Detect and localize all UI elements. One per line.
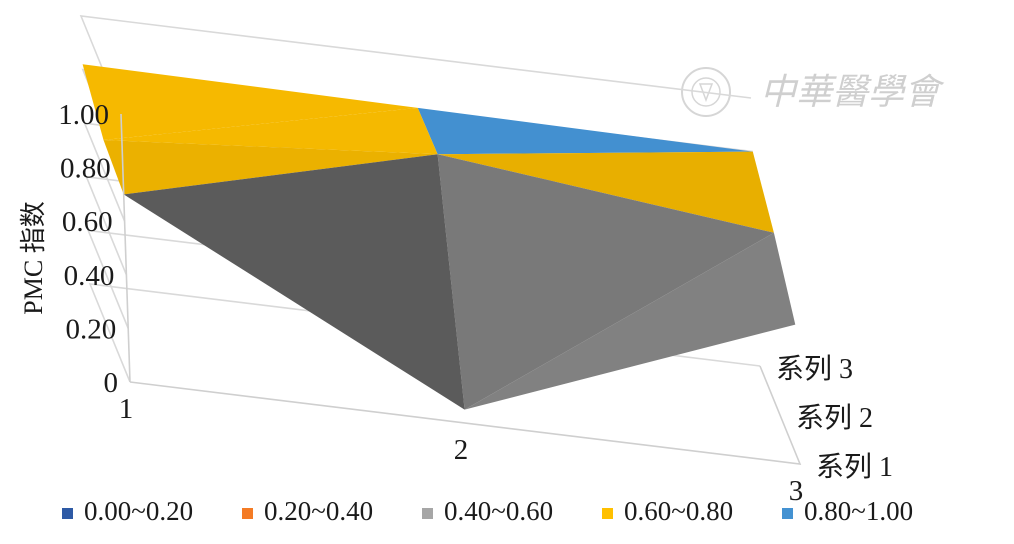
legend-swatch: [782, 508, 793, 519]
surface: [82, 64, 796, 410]
surface-facet: [437, 151, 774, 233]
x-tick-label: 3: [789, 475, 804, 507]
z-tick-label: 0.80: [60, 153, 111, 185]
x-tick-labels: 1 2 3: [119, 393, 804, 507]
surface-facet: [417, 107, 753, 155]
z-axis: [120, 113, 131, 383]
legend-swatch: [62, 508, 73, 519]
series-labels: 系列 1 系列 2 系列 3: [776, 353, 893, 483]
surface-facet: [82, 64, 418, 140]
z-tick-label: 1.00: [58, 99, 109, 131]
legend-swatch: [602, 508, 613, 519]
z-tick-labels: 0 0.20 0.40 0.60 0.80 1.00: [58, 99, 118, 399]
legend-label: 0.20~0.40: [264, 496, 373, 526]
surface-facet: [464, 232, 796, 410]
surface-facet: [123, 154, 465, 410]
series-label: 系列 2: [796, 402, 873, 434]
floor-axis: [129, 365, 802, 465]
legend-swatch: [242, 508, 253, 519]
legend: 0.00~0.20 0.20~0.40 0.40~0.60 0.60~0.80 0.80…: [62, 496, 913, 526]
legend-swatch: [422, 508, 433, 519]
z-tick-label: 0.20: [65, 313, 116, 345]
surface-facet: [103, 107, 438, 155]
y-axis-title: PMC 指数: [19, 201, 48, 314]
z-tick-label: 0.60: [62, 206, 113, 238]
surface-facet: [103, 140, 438, 195]
legend-label: 0.00~0.20: [84, 496, 193, 526]
surface-facet: [437, 154, 774, 410]
legend-label: 0.80~1.00: [804, 496, 913, 526]
x-tick-label: 2: [454, 434, 469, 466]
z-tick-label: 0: [104, 367, 119, 399]
legend-label: 0.40~0.60: [444, 496, 553, 526]
axes: [120, 113, 802, 465]
x-tick-label: 1: [119, 393, 134, 425]
series-label: 系列 1: [816, 451, 893, 483]
watermark-text: 中華醫學會: [760, 72, 945, 113]
z-tick-label: 0.40: [64, 260, 115, 292]
legend-label: 0.60~0.80: [624, 496, 733, 526]
series-label: 系列 3: [776, 353, 853, 385]
